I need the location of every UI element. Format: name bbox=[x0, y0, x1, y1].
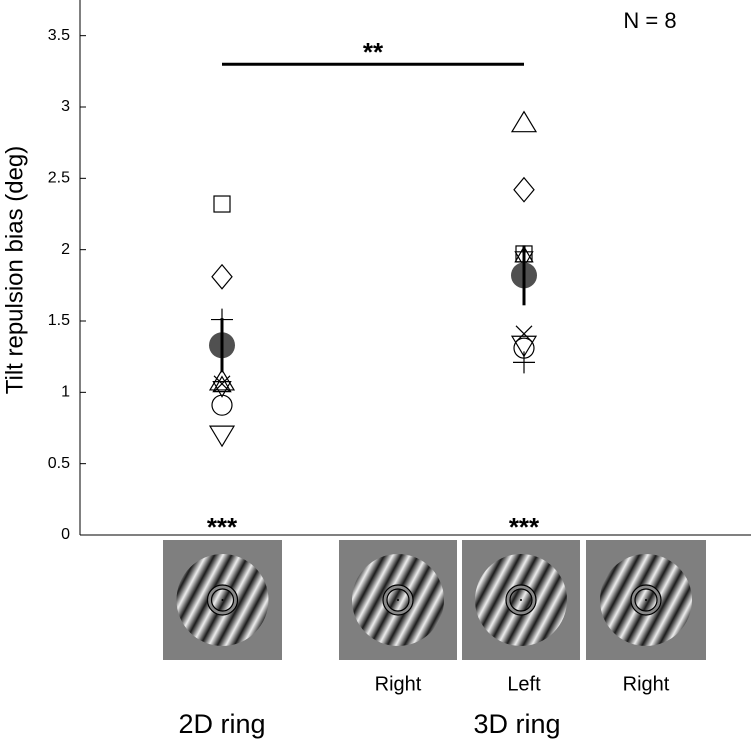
subject-marker bbox=[213, 375, 231, 393]
y-tick-label: 1 bbox=[61, 384, 70, 401]
subject-marker bbox=[513, 351, 535, 374]
image-label: Right bbox=[375, 673, 422, 695]
fixation bbox=[520, 599, 522, 601]
significance-label: ** bbox=[363, 37, 384, 67]
y-axis-label: Tilt repulsion bias (deg) bbox=[1, 146, 28, 395]
subject-marker bbox=[513, 176, 535, 203]
y-tick-label: 3.5 bbox=[48, 27, 70, 44]
y-tick-label: 0.5 bbox=[48, 455, 70, 472]
subject-marker bbox=[510, 110, 538, 133]
category-label: 2D ring bbox=[178, 709, 265, 739]
y-tick-label: 3 bbox=[61, 98, 70, 115]
significance-stars: *** bbox=[207, 512, 238, 542]
subject-marker bbox=[208, 425, 236, 448]
subject-marker bbox=[513, 337, 535, 359]
fixation bbox=[397, 599, 399, 601]
category-label: 3D ring bbox=[473, 709, 560, 739]
y-tick-label: 0 bbox=[61, 526, 70, 543]
annotation: N = 8 bbox=[623, 8, 676, 33]
y-tick-label: 1.5 bbox=[48, 312, 70, 329]
image-label: Left bbox=[507, 673, 541, 695]
subject-marker bbox=[510, 335, 538, 358]
fixation bbox=[221, 599, 224, 601]
fixation bbox=[645, 599, 647, 601]
y-tick-label: 2.5 bbox=[48, 170, 70, 187]
subject-marker bbox=[212, 375, 232, 398]
subject-marker bbox=[208, 368, 236, 391]
subject-marker bbox=[213, 195, 231, 213]
y-tick-label: 2 bbox=[61, 241, 70, 258]
image-label: Right bbox=[623, 673, 670, 695]
subject-marker bbox=[515, 325, 533, 343]
subject-marker bbox=[211, 263, 233, 290]
stimulus-images bbox=[163, 540, 706, 660]
subject-marker bbox=[211, 394, 233, 416]
significance-stars: *** bbox=[509, 512, 540, 542]
